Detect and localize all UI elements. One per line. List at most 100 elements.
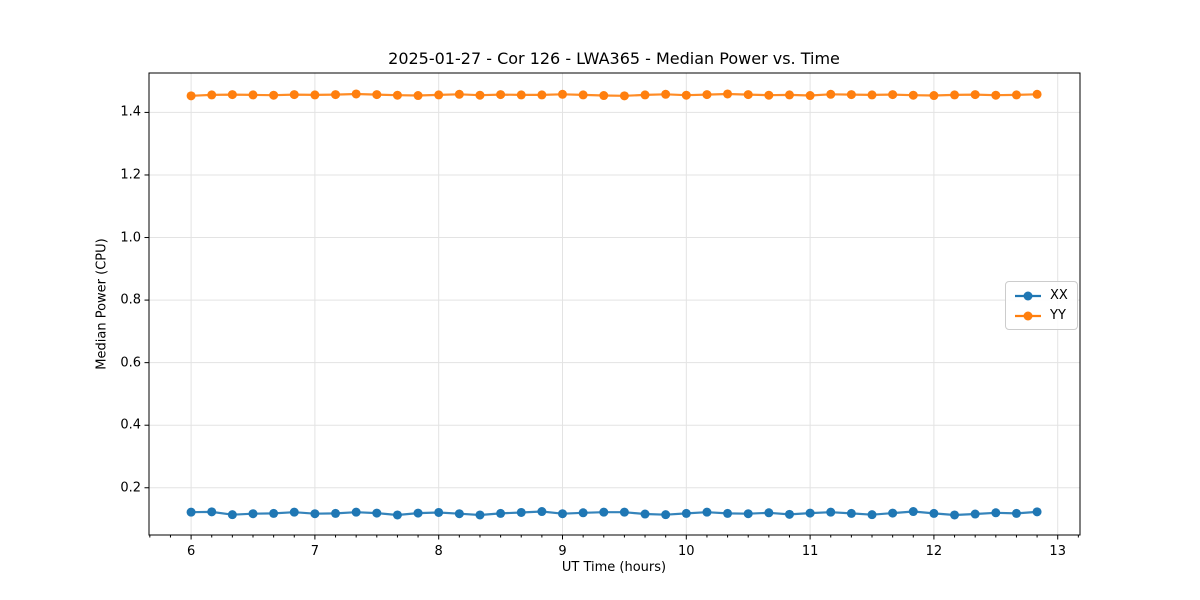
data-point-yy: [784, 90, 794, 100]
data-point-xx: [681, 508, 691, 518]
data-point-yy: [950, 90, 960, 100]
data-point-xx: [640, 509, 650, 519]
data-point-yy: [454, 89, 464, 99]
data-point-xx: [1011, 508, 1021, 518]
legend-label-yy: YY: [1050, 308, 1066, 323]
data-point-yy: [496, 90, 506, 100]
data-point-yy: [434, 90, 444, 100]
data-point-xx: [331, 508, 341, 518]
data-point-yy: [372, 90, 382, 100]
x-tick-label: 8: [434, 544, 443, 559]
data-point-yy: [227, 90, 237, 100]
data-point-yy: [681, 90, 691, 100]
data-point-xx: [372, 508, 382, 518]
x-tick-label: 6: [186, 544, 196, 559]
legend-label-xx: XX: [1050, 288, 1068, 303]
data-point-yy: [269, 90, 279, 100]
data-point-xx: [392, 510, 402, 520]
data-point-xx: [599, 507, 609, 517]
data-point-yy: [991, 90, 1001, 100]
legend-entry-yy: YY: [1013, 307, 1068, 324]
data-point-yy: [248, 90, 258, 100]
data-point-xx: [207, 507, 217, 517]
y-tick-label: 0.6: [120, 355, 141, 371]
data-point-xx: [558, 509, 568, 519]
data-point-xx: [784, 509, 794, 519]
data-point-xx: [289, 507, 299, 517]
y-tick-label: 1.4: [120, 104, 141, 120]
legend-line-sample-yy: [1015, 311, 1041, 320]
x-axis-label: UT Time (hours): [561, 560, 667, 575]
data-point-xx: [1032, 507, 1042, 517]
y-tick-label: 0.4: [120, 417, 141, 433]
data-point-xx: [434, 507, 444, 517]
data-point-xx: [723, 508, 733, 518]
data-point-xx: [413, 508, 423, 518]
data-point-yy: [929, 91, 939, 101]
data-point-yy: [619, 91, 629, 101]
data-point-yy: [392, 90, 402, 100]
data-point-yy: [702, 90, 712, 100]
data-point-xx: [764, 508, 774, 518]
legend: XX YY: [1005, 281, 1078, 330]
data-point-yy: [578, 90, 588, 100]
data-point-xx: [888, 508, 898, 518]
data-point-xx: [186, 507, 196, 517]
x-tick-label: 7: [310, 544, 320, 559]
data-point-yy: [186, 91, 196, 101]
data-point-yy: [537, 90, 547, 100]
x-tick-label: 13: [1049, 544, 1066, 559]
data-point-yy: [558, 89, 568, 99]
data-point-xx: [516, 507, 526, 517]
data-point-yy: [475, 90, 485, 100]
data-point-xx: [950, 510, 960, 520]
data-point-yy: [1032, 89, 1042, 99]
data-point-xx: [867, 510, 877, 520]
x-tick-label: 12: [925, 544, 943, 559]
y-tick-label: 1.2: [120, 167, 141, 183]
data-point-xx: [351, 507, 361, 517]
x-tick-label: 10: [678, 544, 695, 559]
chart-title: 2025-01-27 - Cor 126 - LWA365 - Median P…: [388, 49, 840, 68]
data-point-yy: [970, 90, 980, 100]
data-point-yy: [723, 89, 733, 99]
data-point-xx: [991, 508, 1001, 518]
legend-entry-xx: XX: [1013, 287, 1068, 304]
data-point-xx: [908, 507, 918, 517]
data-point-yy: [908, 90, 918, 100]
legend-line-sample-xx: [1015, 291, 1041, 300]
data-point-yy: [805, 91, 815, 101]
data-point-yy: [207, 90, 217, 100]
data-point-yy: [289, 90, 299, 100]
data-point-yy: [413, 91, 423, 101]
data-point-yy: [661, 89, 671, 99]
data-point-xx: [269, 508, 279, 518]
x-tick-label: 9: [558, 544, 567, 559]
data-point-xx: [846, 508, 856, 518]
data-point-xx: [475, 510, 485, 520]
y-tick-label: 0.2: [120, 480, 141, 496]
data-point-yy: [846, 90, 856, 100]
data-point-xx: [743, 509, 753, 519]
data-point-xx: [805, 508, 815, 518]
data-point-xx: [970, 509, 980, 519]
data-point-xx: [310, 509, 320, 519]
data-point-yy: [599, 91, 609, 101]
y-tick-label: 1.0: [120, 230, 141, 246]
data-point-yy: [888, 90, 898, 100]
data-point-yy: [743, 90, 753, 100]
data-point-xx: [537, 507, 547, 517]
data-point-xx: [619, 507, 629, 517]
data-point-xx: [826, 507, 836, 517]
data-point-yy: [1011, 90, 1021, 100]
data-point-yy: [310, 90, 320, 100]
data-point-xx: [661, 510, 671, 520]
data-point-yy: [867, 90, 877, 100]
data-point-yy: [351, 89, 361, 99]
data-point-xx: [454, 509, 464, 519]
y-tick-label: 0.8: [120, 292, 141, 308]
data-point-xx: [929, 508, 939, 518]
data-point-yy: [826, 89, 836, 99]
